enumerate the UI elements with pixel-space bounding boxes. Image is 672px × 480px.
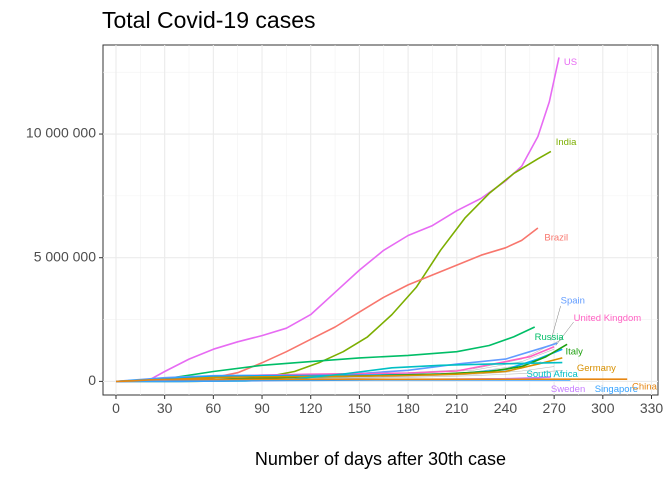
- series-label-china: China: [632, 382, 658, 393]
- minor-gridlines: [103, 45, 658, 395]
- y-tick-label: 0: [88, 372, 96, 388]
- leader-line-united-kingdom: [555, 321, 574, 346]
- x-tick-label: 180: [396, 400, 420, 416]
- x-tick-label: 300: [591, 400, 615, 416]
- x-tick-label: 330: [640, 400, 664, 416]
- x-tick-label: 90: [254, 400, 270, 416]
- x-tick-label: 60: [206, 400, 222, 416]
- label-leader-lines: [550, 305, 574, 346]
- series-label-russia: Russia: [535, 332, 565, 343]
- series-label-india: India: [556, 137, 577, 148]
- y-tick-label: 10 000 000: [26, 125, 96, 141]
- x-tick-label: 150: [348, 400, 372, 416]
- series-label-italy: Italy: [566, 347, 584, 358]
- y-tick-label: 5 000 000: [34, 248, 96, 264]
- x-tick-label: 210: [445, 400, 469, 416]
- series-label-brazil: Brazil: [544, 232, 568, 243]
- chart-title: Total Covid-19 cases: [102, 7, 316, 33]
- plot-panel: [102, 44, 659, 396]
- series-label-germany: Germany: [577, 363, 616, 374]
- x-tick-label: 0: [112, 400, 120, 416]
- major-gridlines: [103, 45, 658, 395]
- x-axis: 0 30 60 90 120 150 180 210 240 270 300 330: [112, 395, 663, 416]
- series-line-china: [115, 378, 628, 383]
- series-label-sweden: Sweden: [551, 384, 585, 395]
- series-label-us: US: [564, 57, 577, 68]
- x-tick-label: 240: [494, 400, 518, 416]
- series-label-singapore: Singapore: [595, 384, 638, 395]
- x-tick-label: 270: [542, 400, 566, 416]
- series-line-russia: [115, 326, 536, 383]
- series-label-spain: Spain: [561, 296, 585, 307]
- series-label-united-kingdom: United Kingdom: [574, 313, 642, 324]
- leader-line-spain: [550, 305, 561, 341]
- x-tick-label: 30: [157, 400, 173, 416]
- x-tick-label: 120: [299, 400, 323, 416]
- series-lines: [115, 57, 628, 383]
- series-line-germany: [115, 357, 563, 383]
- series-line-brazil: [115, 227, 539, 383]
- series-labels: US India Brazil Spain United Kingdom RussiaIt…: [527, 57, 658, 395]
- y-axis: 0 5 000 000 10 000 000: [26, 125, 103, 388]
- series-label-south-africa: South Africa: [527, 369, 579, 380]
- x-axis-label: Number of days after 30th case: [254, 449, 507, 469]
